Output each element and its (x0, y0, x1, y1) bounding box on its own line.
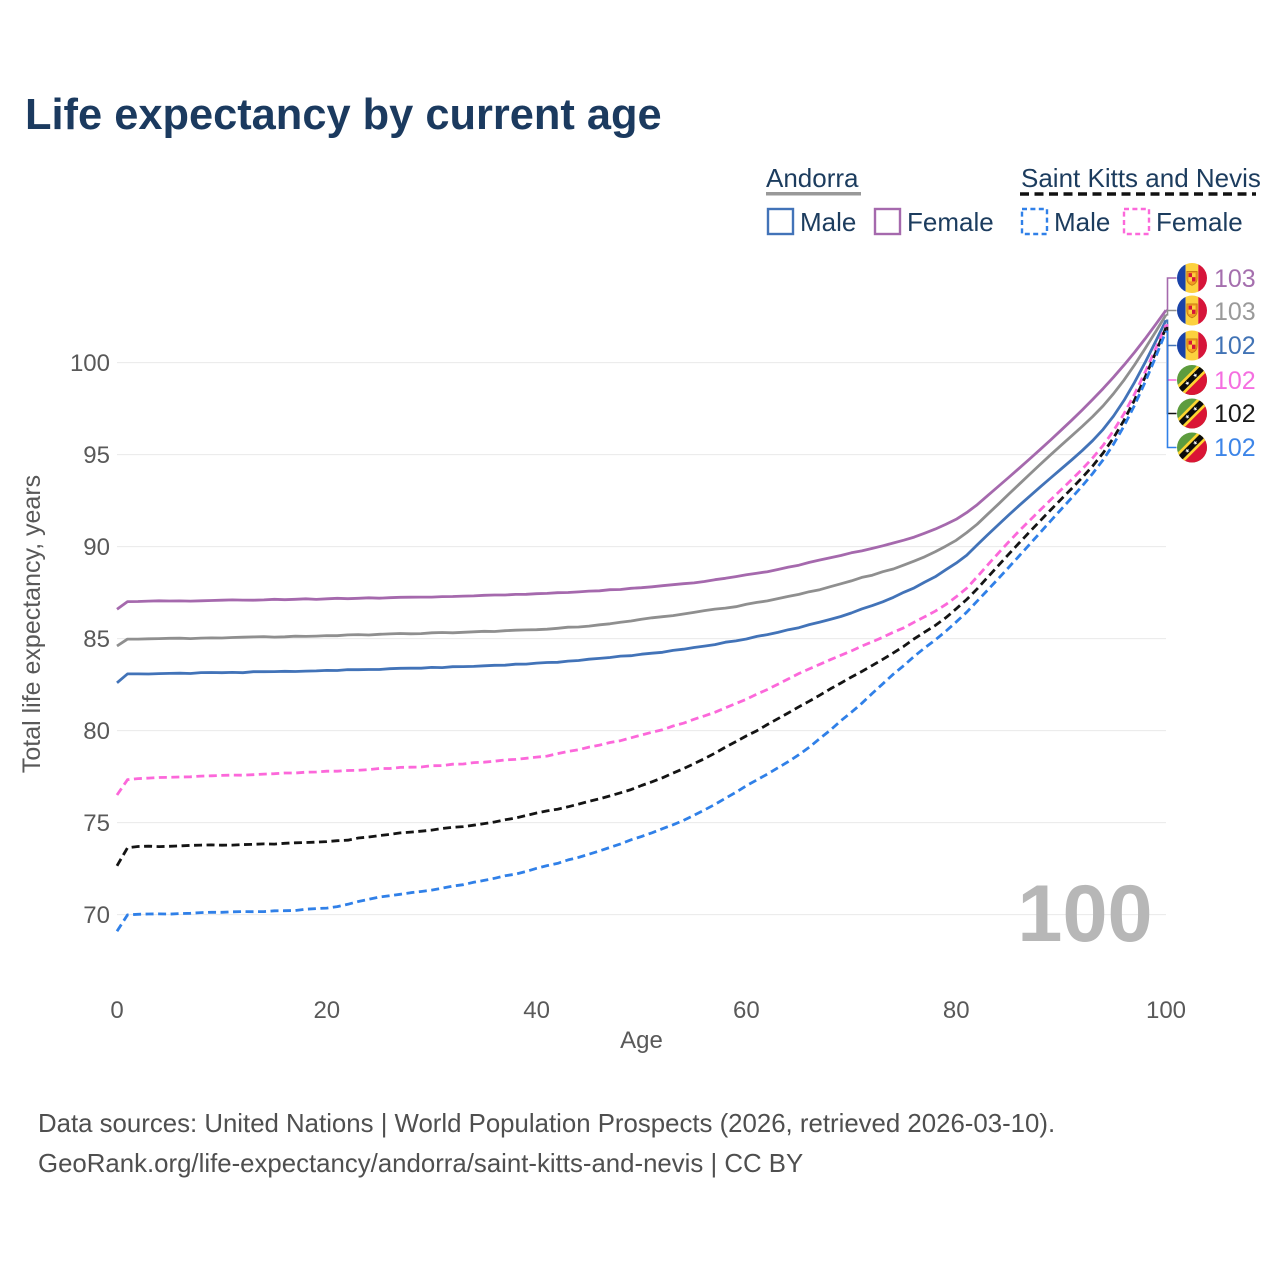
svg-text:Total life expectancy, years: Total life expectancy, years (18, 475, 46, 773)
svg-text:102: 102 (1214, 367, 1256, 395)
svg-text:90: 90 (83, 534, 110, 561)
svg-text:80: 80 (943, 997, 970, 1024)
svg-text:100: 100 (1017, 869, 1152, 959)
svg-text:70: 70 (83, 902, 110, 929)
svg-text:75: 75 (83, 810, 110, 837)
svg-text:Life expectancy by current age: Life expectancy by current age (25, 91, 662, 139)
svg-text:Data sources: United Nations |: Data sources: United Nations | World Pop… (38, 1110, 1055, 1138)
svg-text:95: 95 (83, 442, 110, 469)
svg-text:GeoRank.org/life-expectancy/an: GeoRank.org/life-expectancy/andorra/sain… (38, 1150, 803, 1178)
svg-text:103: 103 (1214, 265, 1256, 293)
svg-text:20: 20 (313, 997, 340, 1024)
svg-text:102: 102 (1214, 332, 1256, 360)
svg-text:80: 80 (83, 718, 110, 745)
svg-text:103: 103 (1214, 298, 1256, 326)
svg-text:40: 40 (523, 997, 550, 1024)
svg-text:Female: Female (907, 207, 994, 237)
svg-text:100: 100 (70, 350, 110, 377)
svg-text:Age: Age (620, 1027, 663, 1054)
svg-text:102: 102 (1214, 434, 1256, 462)
svg-text:Female: Female (1156, 207, 1243, 237)
svg-text:100: 100 (1146, 997, 1186, 1024)
svg-text:Andorra: Andorra (766, 163, 859, 193)
svg-text:Male: Male (800, 207, 856, 237)
svg-text:102: 102 (1214, 400, 1256, 428)
svg-text:85: 85 (83, 626, 110, 653)
svg-text:60: 60 (733, 997, 760, 1024)
svg-text:Saint Kitts and Nevis: Saint Kitts and Nevis (1021, 163, 1261, 193)
svg-text:Male: Male (1054, 207, 1110, 237)
svg-text:0: 0 (110, 997, 123, 1024)
